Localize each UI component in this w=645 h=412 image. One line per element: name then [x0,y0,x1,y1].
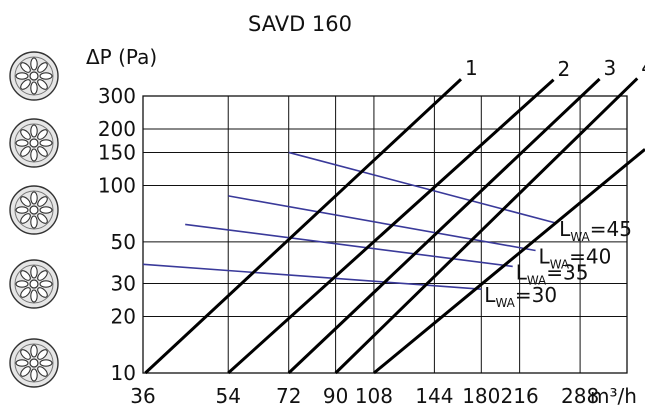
curve-label: 3 [604,56,617,80]
sound-power-lines [142,151,557,290]
y-tick-label: 200 [98,117,136,141]
x-tick-label: 90 [323,384,348,408]
x-ticks: 36 54 72 90 108 144 180 216 288 [130,384,599,408]
lwa-line [185,223,513,268]
curve-label: 2 [558,57,571,81]
curve-4 [334,77,639,375]
y-tick-label: 30 [111,272,136,296]
curve-label: 1 [465,56,478,80]
curve-2 [227,78,555,375]
lwa-label: LWA=40 [539,245,612,272]
x-axis-unit: m³/h [590,384,637,408]
x-tick-label: 180 [462,384,500,408]
grid [142,95,627,374]
lwa-label: LWA=30 [484,283,557,310]
y-axis-label: ΔP (Pa) [86,45,157,69]
x-tick-label: 216 [501,384,539,408]
y-tick-label: 10 [111,361,136,385]
y-tick-label: 300 [98,84,136,108]
chart-title: SAVD 160 [248,12,352,36]
characteristic-curves: 12345 [144,55,645,375]
lwa-line [228,195,536,252]
damper-icon [9,185,59,235]
lwa-label: LWA=45 [559,217,632,244]
lwa-line [142,263,482,290]
x-tick-label: 54 [216,384,241,408]
y-tick-label: 150 [98,140,136,164]
x-tick-label: 72 [276,384,301,408]
damper-icon [9,259,59,309]
y-tick-label: 20 [111,305,136,329]
curve-5 [372,148,645,375]
damper-icon [9,118,59,168]
curve-label: 4 [641,55,645,79]
curve-1 [144,78,462,375]
lwa-label: LWA=35 [516,260,589,287]
x-tick-label: 288 [561,384,599,408]
damper-icon [9,338,59,388]
x-tick-label: 144 [415,384,453,408]
x-tick-label: 108 [355,384,393,408]
x-tick-label: 36 [130,384,155,408]
plot-frame [142,95,628,374]
y-tick-label: 50 [111,230,136,254]
curve-3 [287,77,601,375]
damper-icons [9,51,59,388]
lwa-line [288,151,557,224]
y-tick-label: 100 [98,173,136,197]
damper-icon [9,51,59,101]
